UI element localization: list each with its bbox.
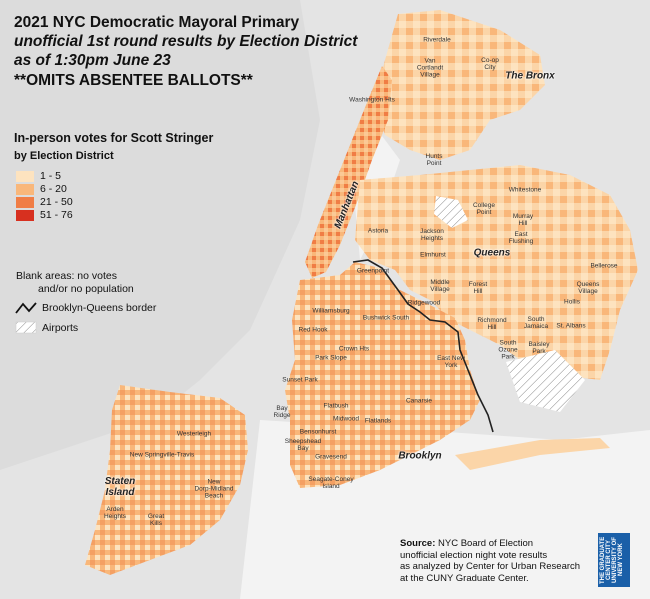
source-line-3: as analyzed by Center for Urban Research	[400, 561, 581, 572]
place-label-hollis: Hollis	[564, 298, 580, 306]
graduate-center-logo: THE GRADUATE CENTER CITY UNIVERSITY OF N…	[598, 533, 630, 587]
borough-label-queens: Queens	[473, 247, 511, 259]
place-label-forest-hills: Forest Hill	[468, 281, 488, 295]
place-label-co-op-city: Co-op City	[481, 57, 499, 71]
place-label-washington-hts: Washington Hts	[349, 96, 395, 104]
legend-airport-hatch-icon	[15, 321, 37, 334]
place-label-whitestone: Whitestone	[508, 186, 542, 194]
place-label-crown-hts: Crown Hts	[338, 345, 370, 353]
title-line-1: 2021 NYC Democratic Mayoral Primary	[14, 14, 300, 31]
place-label-park-slope: Park Slope	[315, 354, 347, 362]
brooklyn-region	[285, 262, 480, 488]
place-label-elmhurst: Elmhurst	[420, 251, 446, 259]
place-label-bay-ridge: Bay Ridge	[273, 405, 291, 419]
legend-bin-label-2: 6 - 20	[40, 183, 67, 195]
borough-label-staten-island: Staten Island	[104, 476, 136, 498]
place-label-flatbush: Flatbush	[323, 402, 349, 410]
place-label-great-kills: Great Kills	[147, 513, 165, 527]
place-label-riverdale: Riverdale	[423, 36, 451, 44]
source-line-4: at the CUNY Graduate Center.	[400, 572, 529, 584]
new-jersey-area	[0, 0, 320, 470]
legend-swatch-1	[16, 171, 34, 182]
legend-bin-label-3: 21 - 50	[40, 196, 73, 208]
borough-label-bronx: The Bronx	[505, 70, 555, 82]
source-line-1: NYC Board of Election	[438, 538, 534, 549]
place-label-hunts-point: Hunts Point	[425, 153, 443, 167]
borough-label-brooklyn: Brooklyn	[398, 450, 442, 462]
place-label-murray-hill: Murray Hill	[512, 213, 534, 227]
place-label-new-springville: New Springville-Travis	[129, 451, 195, 459]
place-label-st-albans: St. Albans	[556, 322, 586, 330]
place-label-college-point: College Point	[472, 202, 496, 216]
place-label-east-new-york: East New York	[437, 355, 465, 369]
source-line-2: unofficial election night vote results	[400, 549, 548, 561]
legend-swatch-4	[16, 210, 34, 221]
manhattan-region	[305, 66, 392, 278]
place-label-canarsie: Canarsie	[405, 397, 433, 405]
place-label-westerleigh: Westerleigh	[176, 430, 212, 438]
legend-bin-label-4: 51 - 76	[40, 209, 73, 221]
legend-title: In-person votes for Scott Stringer	[14, 131, 214, 145]
jfk-airport	[506, 350, 585, 412]
place-label-richmond-hill: Richmond Hill	[477, 317, 507, 331]
place-label-bensonhurst: Bensonhurst	[299, 428, 337, 436]
place-label-arden-heights: Arden Heights	[103, 506, 127, 520]
queens-region	[355, 165, 638, 380]
place-label-baisley-park: Baisley Park	[528, 341, 550, 355]
place-label-red-hook: Red Hook	[298, 326, 328, 334]
legend-airports-label: Airports	[42, 322, 79, 334]
title-line-2: unofficial 1st round results by Election…	[14, 33, 358, 50]
place-label-gravesend: Gravesend	[315, 453, 347, 461]
laguardia-airport	[434, 196, 468, 228]
place-label-south-jamaica: South Jamaica	[523, 316, 549, 330]
place-label-astoria: Astoria	[367, 227, 389, 235]
place-label-seagate: Seagate-Coney Island	[308, 476, 354, 490]
place-label-van-cortlandt: Van Cortlandt Village	[416, 57, 444, 79]
bronx-region	[375, 10, 545, 160]
place-label-new-dorp: New Dorp-Midland Beach	[194, 478, 234, 500]
place-label-south-ozone-park: South Ozone Park	[498, 339, 518, 361]
place-label-midwood: Midwood	[332, 415, 360, 423]
legend-border-label: Brooklyn-Queens border	[42, 302, 157, 314]
source-note: Source: NYC Board of Election unofficial…	[400, 538, 580, 584]
legend-border-line-icon	[15, 302, 37, 314]
place-label-bushwick: Bushwick South	[362, 314, 410, 322]
title-line-4: **OMITS ABSENTEE BALLOTS**	[14, 72, 253, 89]
place-label-bellerose: Bellerose	[590, 262, 618, 270]
title-line-3: as of 1:30pm June 23	[14, 52, 171, 69]
legend-swatch-3	[16, 197, 34, 208]
place-label-flatlands: Flatlands	[364, 417, 392, 425]
place-label-williamsburg: Williamsburg	[312, 307, 350, 315]
rockaway-region	[455, 438, 610, 470]
place-label-greenpoint: Greenpoint	[356, 267, 390, 275]
legend-bin-label-1: 1 - 5	[40, 170, 62, 182]
place-label-sheepshead: Sheepshead Bay	[284, 438, 322, 452]
legend-subtitle: by Election District	[14, 150, 114, 162]
place-label-middle-village: Middle Village	[430, 279, 450, 293]
legend-swatch-2	[16, 184, 34, 195]
legend-blank-note-2: and/or no population	[38, 283, 134, 295]
legend-blank-note-1: Blank areas: no votes	[16, 270, 117, 282]
source-label: Source:	[400, 538, 436, 549]
place-label-jackson-heights: Jackson Heights	[420, 228, 444, 242]
place-label-ridgewood: Ridgewood	[407, 299, 441, 307]
place-label-queens-village: Queens Village	[576, 281, 600, 295]
place-label-east-flushing: East Flushing	[508, 231, 534, 245]
brooklyn-queens-border	[352, 259, 494, 433]
staten-island-region	[85, 385, 248, 575]
place-label-sunset-park: Sunset Park	[282, 376, 318, 384]
